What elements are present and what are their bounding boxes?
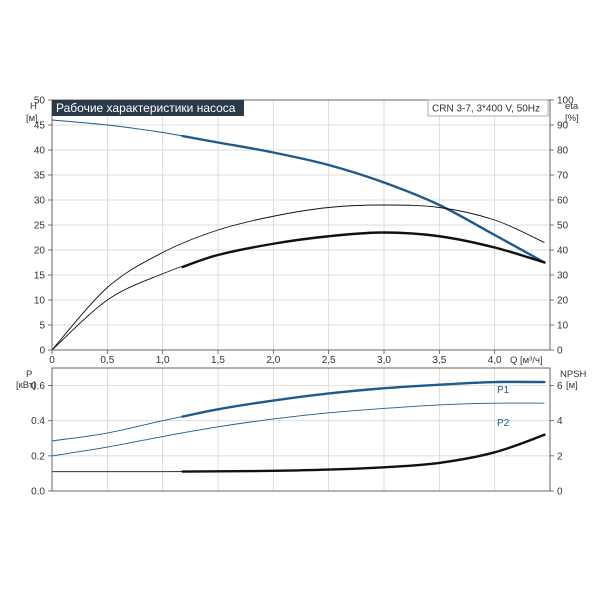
- bottom-y-right-tick-3: 6: [557, 381, 563, 392]
- top-y-left-tick-1: 5: [39, 321, 45, 332]
- top-y-left-tick-10: 50: [34, 96, 46, 107]
- bottom-y-left-unit: [кВт]: [16, 380, 36, 391]
- bottom-plot-frame: [51, 367, 551, 492]
- bottom-y-left-tick-2: 0.4: [31, 416, 45, 427]
- chart-subtitle-box: [427, 99, 549, 117]
- bottom-series-2-operating-range: [181, 433, 546, 473]
- x-tick-8: 4,0: [488, 355, 502, 366]
- top-y-left-tick-8: 40: [34, 146, 46, 157]
- bottom-y-right-label: NPSH: [560, 369, 587, 380]
- top-y-right-tick-1: 10: [557, 321, 569, 332]
- top-y-right-label: eta: [565, 101, 579, 112]
- bottom-series-1-line: [51, 402, 545, 457]
- top-y-left-tick-5: 25: [34, 221, 46, 232]
- top-series-2-operating-range: [181, 231, 546, 269]
- chart-title: Рабочие характеристики насоса: [56, 101, 236, 115]
- top-y-left-tick-4: 20: [34, 246, 46, 257]
- top-series-1-line: [51, 204, 545, 351]
- top-y-right-tick-5: 50: [557, 221, 569, 232]
- top-plot-frame: [51, 99, 551, 351]
- x-tick-6: 3,0: [377, 355, 391, 366]
- chart-subtitle: CRN 3-7, 3*400 V, 50Hz: [432, 104, 540, 115]
- top-y-left-label: H: [30, 101, 37, 112]
- x-tick-1: 0,5: [100, 355, 114, 366]
- top-y-right-tick-4: 40: [557, 246, 569, 257]
- top-y-right-tick-3: 30: [557, 271, 569, 282]
- top-y-left-tick-3: 15: [34, 271, 46, 282]
- x-tick-4: 2,0: [266, 355, 280, 366]
- bottom-y-right-tick-1: 2: [557, 451, 563, 462]
- x-tick-3: 1,5: [211, 355, 225, 366]
- top-y-right-tick-8: 80: [557, 146, 569, 157]
- x-tick-5: 2,5: [322, 355, 336, 366]
- bottom-series-2-line: [52, 434, 545, 473]
- top-y-right-tick-2: 20: [557, 296, 569, 307]
- bottom-y-left-tick-0: 0.0: [31, 487, 45, 498]
- bottom-series-0-line: [51, 381, 545, 442]
- bottom-y-right-tick-2: 4: [557, 416, 563, 427]
- top-y-left-unit: [м]: [26, 113, 38, 124]
- top-y-right-tick-10: 100: [557, 96, 574, 107]
- top-y-left-tick-2: 10: [34, 296, 46, 307]
- top-y-right-tick-6: 60: [557, 196, 569, 207]
- top-y-left-tick-6: 30: [34, 196, 46, 207]
- bottom-y-left-label: P: [26, 369, 32, 380]
- x-tick-7: 3,5: [432, 355, 446, 366]
- top-y-left-tick-7: 35: [34, 171, 46, 182]
- top-y-right-tick-9: 90: [557, 121, 569, 132]
- x-tick-0: 0: [49, 355, 55, 366]
- bottom-y-left-tick-1: 0.2: [31, 451, 45, 462]
- top-y-left-tick-0: 0: [39, 346, 45, 357]
- x-axis-label: Q [м³/ч]: [510, 355, 543, 366]
- top-y-right-unit: [%]: [565, 113, 579, 124]
- series-label-p1: P1: [497, 385, 510, 396]
- top-y-right-tick-0: 0: [557, 346, 563, 357]
- bottom-y-right-tick-0: 0: [557, 487, 563, 498]
- chart-title-background: [52, 100, 244, 116]
- top-y-left-tick-9: 45: [34, 121, 46, 132]
- bottom-y-right-unit: [м]: [566, 380, 578, 391]
- top-y-right-tick-7: 70: [557, 171, 569, 182]
- x-tick-2: 1,0: [156, 355, 170, 366]
- bottom-y-left-tick-3: 0.6: [31, 381, 45, 392]
- bottom-series-0-operating-range: [181, 380, 546, 418]
- top-series-0-operating-range: [181, 134, 546, 264]
- series-label-p2: P2: [497, 418, 510, 429]
